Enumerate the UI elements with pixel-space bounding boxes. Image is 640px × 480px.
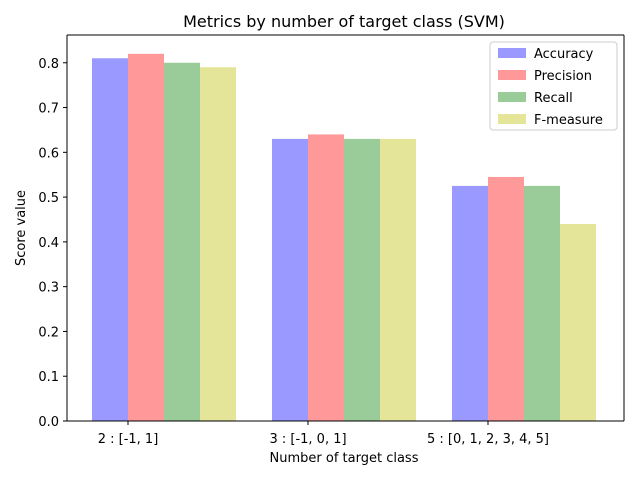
legend-label: F-measure <box>534 113 603 128</box>
y-tick-label: 0.2 <box>38 325 59 340</box>
legend-swatch <box>498 114 526 124</box>
bar-precision-3 <box>488 176 524 421</box>
plot-area: 0.0 0.1 0.2 0.3 0.4 0.5 0.6 0.7 0.8 2 : [-1, 1] 3 … <box>38 34 625 447</box>
bar-f-measure-2 <box>380 138 416 422</box>
legend: Accuracy Precision Recall F-measure <box>489 41 618 131</box>
bar-recall-1 <box>164 62 200 422</box>
legend-swatch <box>498 48 526 58</box>
y-tick-label: 0.3 <box>38 281 59 296</box>
bar-accuracy-1 <box>92 58 128 422</box>
y-tick-label: 0.7 <box>38 102 59 117</box>
bar-accuracy-3 <box>452 185 488 421</box>
y-tick-label: 0.8 <box>38 57 59 72</box>
legend-frame <box>489 41 618 131</box>
x-tick-label: 5 : [0, 1, 2, 3, 4, 5] <box>427 432 549 447</box>
bar-recall-2 <box>344 138 380 422</box>
bar-recall-3 <box>524 185 560 421</box>
legend-label: Recall <box>534 91 573 106</box>
y-tick-label: 0.0 <box>38 415 59 430</box>
bar-precision-2 <box>308 134 344 421</box>
chart-title: Metrics by number of target class (SVM) <box>183 12 505 31</box>
bar-f-measure-3 <box>560 223 596 421</box>
legend-swatch <box>498 92 526 102</box>
x-tick-label: 3 : [-1, 0, 1] <box>269 432 346 447</box>
legend-label: Accuracy <box>534 47 594 62</box>
bar-accuracy-2 <box>272 138 308 422</box>
legend-label: Precision <box>534 69 592 84</box>
x-axis-label: Number of target class <box>270 451 419 466</box>
x-tick-label: 2 : [-1, 1] <box>98 432 159 447</box>
y-tick-label: 0.5 <box>38 191 59 206</box>
y-tick-label: 0.4 <box>38 236 59 251</box>
y-tick-label: 0.1 <box>38 370 59 385</box>
legend-swatch <box>498 70 526 80</box>
y-tick-label: 0.6 <box>38 146 59 161</box>
bar-precision-1 <box>128 53 164 421</box>
y-axis-label: Score value <box>14 190 29 266</box>
bar-f-measure-1 <box>200 67 236 421</box>
